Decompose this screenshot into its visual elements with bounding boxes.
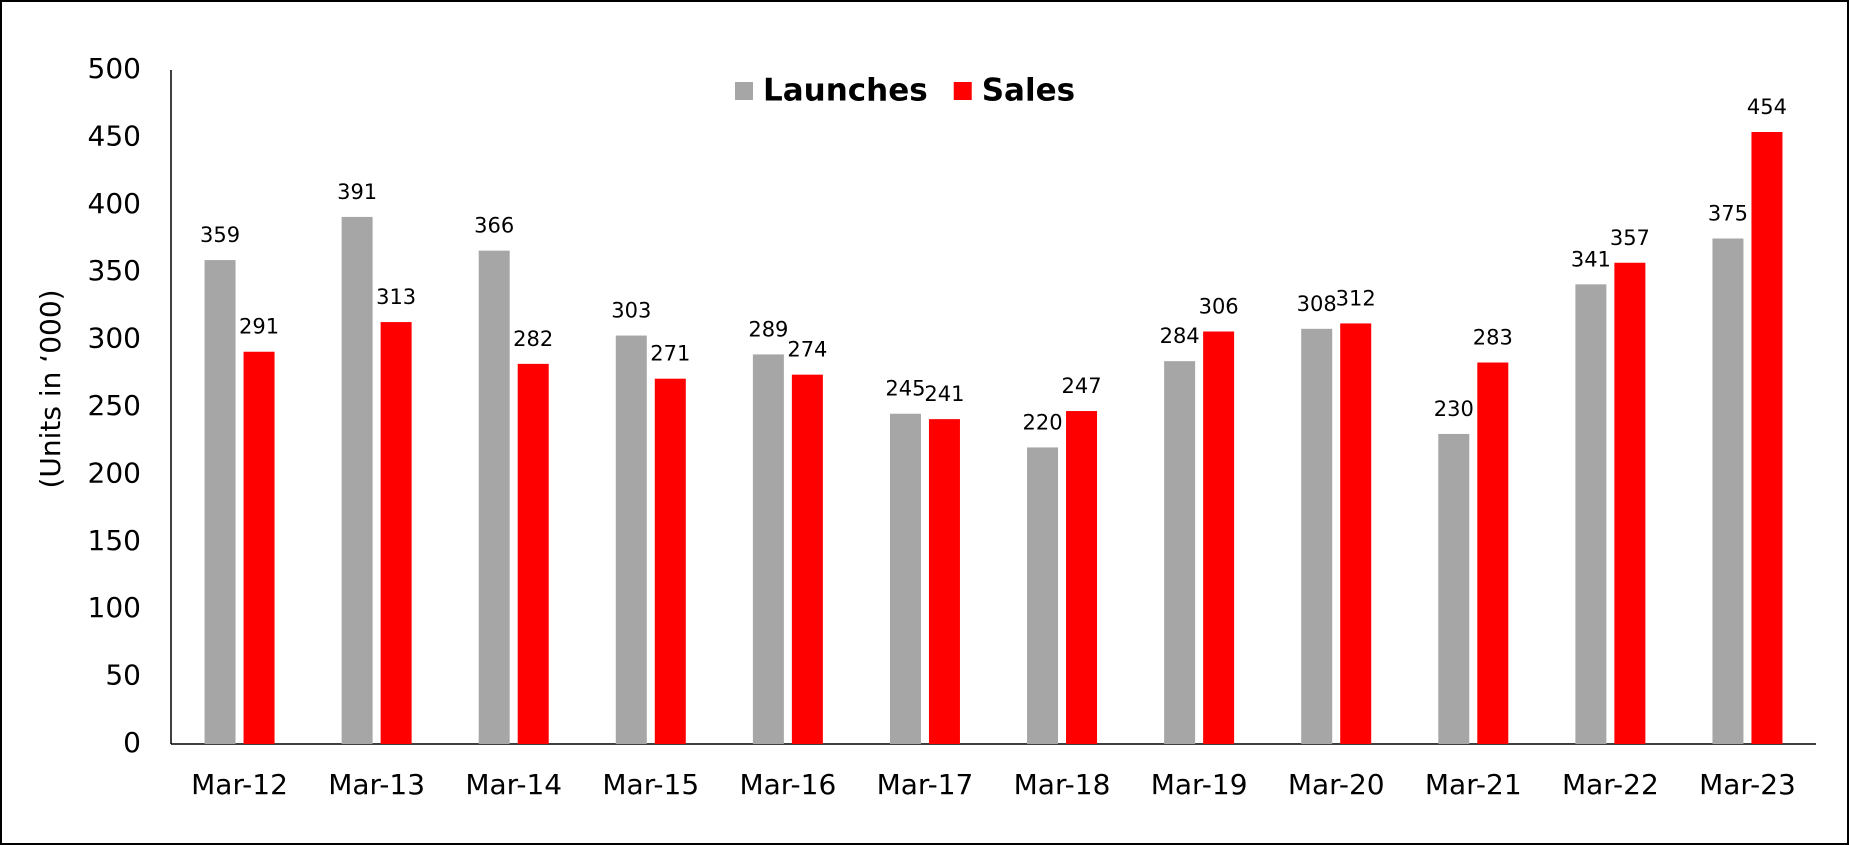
bar: [1751, 132, 1783, 744]
bar: [204, 260, 236, 744]
bar: [752, 354, 784, 744]
x-tick-label: Mar-12: [191, 768, 288, 801]
legend-swatch: [735, 82, 753, 100]
legend-label: Launches: [763, 73, 928, 109]
bar: [1066, 411, 1098, 744]
bar: [1575, 284, 1607, 744]
bar: [341, 216, 373, 744]
bar: [380, 322, 412, 744]
data-label: 220: [1022, 410, 1062, 434]
y-axis-label: (Units in ‘000): [34, 289, 67, 488]
bar: [791, 374, 823, 744]
y-tick-label: 150: [88, 524, 141, 557]
bar: [1712, 238, 1744, 744]
y-tick-label: 50: [105, 659, 141, 692]
bar: [654, 378, 686, 744]
data-label: 271: [650, 342, 690, 366]
data-label: 366: [474, 214, 514, 238]
data-label: 391: [337, 180, 377, 204]
data-label: 359: [200, 223, 240, 247]
data-label: 357: [1610, 226, 1650, 250]
x-tick-label: Mar-22: [1562, 768, 1659, 801]
data-label: 283: [1473, 326, 1513, 350]
y-tick-label: 300: [88, 322, 141, 355]
y-tick-label: 0: [123, 726, 141, 759]
x-tick-label: Mar-15: [602, 768, 699, 801]
data-label: 274: [787, 338, 827, 362]
bar: [1614, 262, 1646, 744]
x-tick-label: Mar-18: [1014, 768, 1111, 801]
x-tick-label: Mar-16: [739, 768, 836, 801]
y-tick-label: 200: [88, 456, 141, 489]
data-label: 247: [1061, 374, 1101, 398]
bar: [517, 363, 549, 744]
data-label: 308: [1297, 292, 1337, 316]
y-tick-label: 100: [88, 591, 141, 624]
data-label: 241: [924, 382, 964, 406]
data-label: 375: [1708, 202, 1748, 226]
data-label: 289: [748, 317, 788, 341]
data-label: 284: [1160, 324, 1200, 348]
bar: [889, 413, 921, 744]
data-label: 291: [239, 315, 279, 339]
data-label: 303: [611, 299, 651, 323]
data-label: 454: [1747, 95, 1787, 119]
x-tick-label: Mar-23: [1699, 768, 1796, 801]
y-tick-label: 500: [88, 52, 141, 85]
data-label: 312: [1336, 286, 1376, 310]
bar: [478, 250, 510, 744]
y-tick-label: 350: [88, 254, 141, 287]
bar: [243, 351, 275, 744]
x-tick-label: Mar-20: [1288, 768, 1385, 801]
data-label: 230: [1434, 397, 1474, 421]
data-label: 282: [513, 327, 553, 351]
bar: [928, 419, 960, 744]
bar: [1477, 362, 1509, 744]
bar: [1340, 323, 1372, 744]
y-tick-label: 250: [88, 389, 141, 422]
legend-swatch: [953, 82, 972, 100]
bar: [1164, 361, 1196, 744]
y-tick-label: 450: [88, 119, 141, 152]
legend-label: Sales: [982, 73, 1075, 109]
x-tick-label: Mar-17: [877, 768, 974, 801]
y-tick-label: 400: [88, 187, 141, 220]
data-label: 245: [885, 377, 925, 401]
data-label: 306: [1199, 295, 1239, 319]
bar: [1203, 331, 1235, 744]
bar: [1027, 447, 1059, 744]
data-label: 341: [1571, 247, 1611, 271]
x-tick-label: Mar-19: [1151, 768, 1248, 801]
data-label: 313: [376, 285, 416, 309]
bar: [1301, 328, 1333, 744]
x-tick-label: Mar-13: [328, 768, 425, 801]
bar: [1438, 433, 1470, 744]
bar: [615, 335, 647, 744]
x-tick-label: Mar-14: [465, 768, 562, 801]
x-tick-label: Mar-21: [1425, 768, 1522, 801]
